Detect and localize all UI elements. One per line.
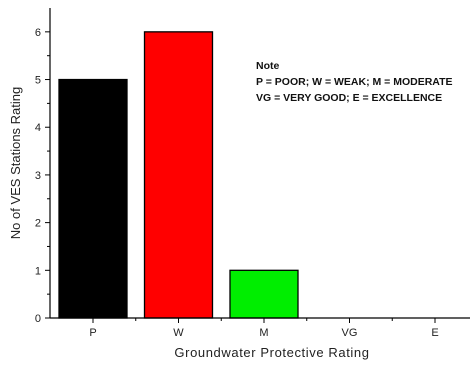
x-tick-label: P [89,327,96,339]
x-axis-ticks: P W M VG E [89,318,439,339]
note-line-1: P = POOR; W = WEAK; M = MODERATE [256,76,453,88]
y-axis-title: No of VES Stations Rating [8,87,23,239]
bar-p [58,78,128,319]
note-line-2: VG = VERY GOOD; E = EXCELLENCE [256,92,442,104]
x-tick-label: VG [342,327,358,339]
y-tick-label: 0 [35,313,41,325]
x-tick-label: W [173,327,184,339]
bar-m [229,269,299,319]
y-tick-label: 1 [35,265,41,277]
x-tick-label: M [259,327,268,339]
x-axis-title: Groundwater Protective Rating [174,345,369,360]
note-title: Note [256,60,279,72]
y-axis-ticks: 0 1 2 3 4 5 6 [35,27,50,325]
y-tick-label: 6 [35,27,41,39]
y-tick-label: 3 [35,170,41,182]
bars-layer [58,31,299,319]
y-tick-label: 2 [35,218,41,230]
x-tick-label: E [431,327,438,339]
y-tick-label: 4 [35,122,41,134]
note-annotation: Note P = POOR; W = WEAK; M = MODERATE VG… [256,60,453,104]
y-tick-label: 5 [35,75,41,87]
bar-w [143,31,214,319]
